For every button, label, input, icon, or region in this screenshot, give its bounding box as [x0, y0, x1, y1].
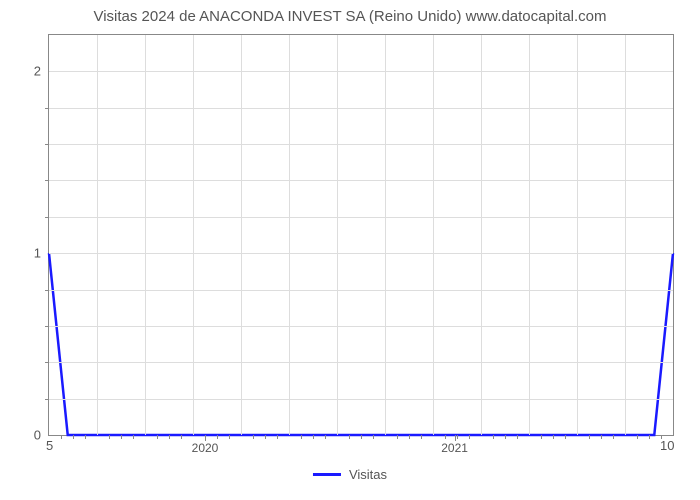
x-minor-tick [313, 435, 314, 439]
x-minor-tick [421, 435, 422, 439]
y-tick-label: 1 [34, 246, 49, 261]
legend-label: Visitas [349, 467, 387, 482]
x-minor-tick [553, 435, 554, 439]
x-minor-tick [397, 435, 398, 439]
x-minor-tick [73, 435, 74, 439]
x-minor-tick [253, 435, 254, 439]
x-minor-tick [541, 435, 542, 439]
x-tick-label: 2020 [192, 435, 219, 455]
grid-horizontal [49, 362, 673, 363]
x-minor-tick [589, 435, 590, 439]
x-minor-tick [361, 435, 362, 439]
legend-swatch [313, 473, 341, 476]
x-corner-left-label: 5 [46, 438, 53, 453]
x-minor-tick [169, 435, 170, 439]
x-minor-tick [181, 435, 182, 439]
grid-vertical [625, 35, 626, 435]
grid-horizontal [49, 326, 673, 327]
grid-vertical [433, 35, 434, 435]
line-series [49, 35, 673, 435]
grid-vertical [577, 35, 578, 435]
grid-horizontal [49, 108, 673, 109]
x-minor-tick [469, 435, 470, 439]
x-minor-tick [277, 435, 278, 439]
grid-vertical [241, 35, 242, 435]
grid-vertical [337, 35, 338, 435]
x-minor-tick [601, 435, 602, 439]
x-minor-tick [109, 435, 110, 439]
grid-vertical [97, 35, 98, 435]
plot-area: 20202021012 [48, 34, 674, 436]
x-minor-tick [85, 435, 86, 439]
x-tick-label: 2021 [441, 435, 468, 455]
grid-horizontal [49, 290, 673, 291]
x-minor-tick [637, 435, 638, 439]
x-minor-tick [517, 435, 518, 439]
x-corner-right-label: 10 [660, 438, 674, 453]
x-minor-tick [565, 435, 566, 439]
chart-title: Visitas 2024 de ANACONDA INVEST SA (Rein… [0, 8, 700, 25]
grid-vertical [145, 35, 146, 435]
grid-vertical [481, 35, 482, 435]
grid-vertical [529, 35, 530, 435]
x-minor-tick [349, 435, 350, 439]
grid-horizontal [49, 71, 673, 72]
x-minor-tick [325, 435, 326, 439]
grid-horizontal [49, 253, 673, 254]
grid-horizontal [49, 399, 673, 400]
x-minor-tick [301, 435, 302, 439]
x-minor-tick [373, 435, 374, 439]
x-minor-tick [121, 435, 122, 439]
x-minor-tick [133, 435, 134, 439]
grid-vertical [385, 35, 386, 435]
grid-horizontal [49, 217, 673, 218]
x-minor-tick [157, 435, 158, 439]
x-minor-tick [649, 435, 650, 439]
x-minor-tick [409, 435, 410, 439]
grid-vertical [289, 35, 290, 435]
grid-horizontal [49, 180, 673, 181]
chart-container: Visitas 2024 de ANACONDA INVEST SA (Rein… [0, 0, 700, 500]
x-minor-tick [229, 435, 230, 439]
y-tick-label: 2 [34, 64, 49, 79]
x-minor-tick [505, 435, 506, 439]
grid-vertical [193, 35, 194, 435]
x-minor-tick [61, 435, 62, 439]
x-minor-tick [493, 435, 494, 439]
grid-horizontal [49, 144, 673, 145]
legend: Visitas [313, 467, 387, 482]
x-minor-tick [613, 435, 614, 439]
x-minor-tick [265, 435, 266, 439]
